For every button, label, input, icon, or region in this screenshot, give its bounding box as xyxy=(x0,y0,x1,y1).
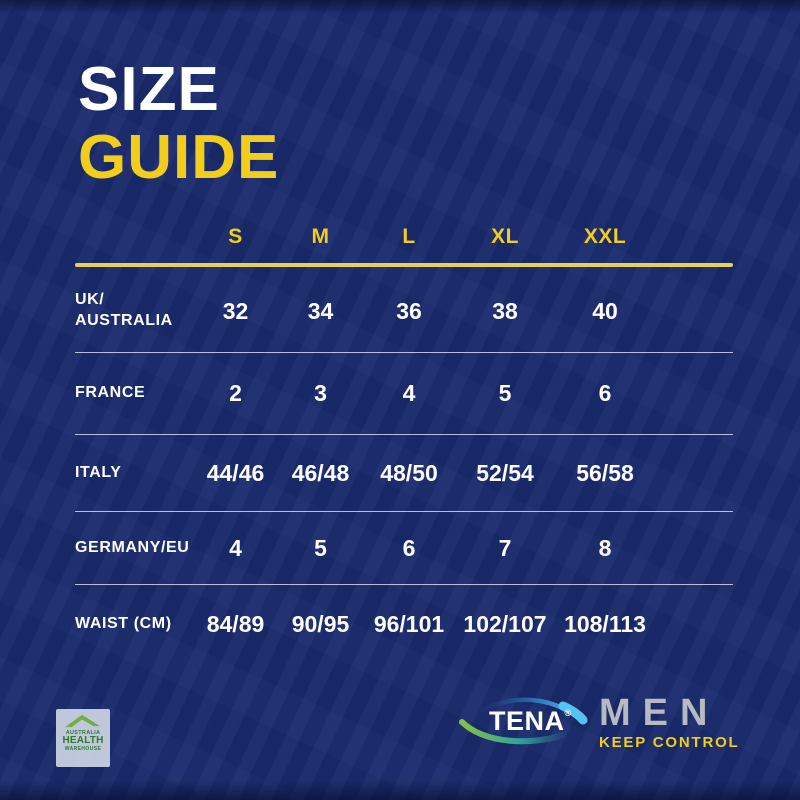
tena-swoosh-icon xyxy=(459,697,588,745)
table-cell: 108/113 xyxy=(564,610,646,637)
tena-men-lockup: MEN KEEP CONTROL xyxy=(599,692,740,751)
row-label: WAIST (CM) xyxy=(75,614,172,632)
header-divider-rule xyxy=(75,263,733,267)
table-row-waist-cm: WAIST (CM) 84/89 90/95 96/101 102/107 10… xyxy=(75,585,733,663)
table-row-italy: ITALY 44/46 46/48 48/50 52/54 56/58 xyxy=(75,435,733,512)
table-cell: 4 xyxy=(229,534,242,561)
table-cell: 8 xyxy=(598,534,612,561)
table-cell: 32 xyxy=(222,297,249,324)
registered-mark: ® xyxy=(564,708,572,718)
table-cell: 48/50 xyxy=(380,459,438,486)
retailer-line-1: AUSTRALIA xyxy=(65,730,101,736)
table-cell: 3 xyxy=(314,380,327,406)
retailer-line-2: HEALTH xyxy=(62,735,104,746)
table-cell: 5 xyxy=(314,534,327,561)
tena-wordmark: TENA® xyxy=(489,708,572,735)
page-title: SIZE GUIDE xyxy=(78,58,279,190)
retailer-line-3: WAREHOUSE xyxy=(64,746,102,752)
column-header-s: S xyxy=(228,225,243,248)
title-size: SIZE xyxy=(78,55,220,124)
table-cell: 7 xyxy=(498,534,512,561)
table-row-uk-australia: UK/ AUSTRALIA 32 34 36 38 40 xyxy=(75,270,733,353)
table-cell: 36 xyxy=(396,297,422,324)
row-label: UK/ AUSTRALIA xyxy=(75,291,173,329)
column-header-xxl: XXL xyxy=(583,225,627,248)
title-guide: GUIDE xyxy=(78,123,280,192)
table-cell: 90/95 xyxy=(291,610,350,637)
table-row-france: FRANCE 2 3 4 5 6 xyxy=(75,353,733,435)
keep-control-tagline: KEEP CONTROL xyxy=(599,734,740,751)
table-cell: 84/89 xyxy=(206,610,265,637)
table-cell: 44/46 xyxy=(206,459,265,486)
row-label: GERMANY/EU xyxy=(75,538,190,556)
table-cell: 40 xyxy=(592,297,618,324)
table-cell: 2 xyxy=(229,380,242,406)
table-cell: 56/58 xyxy=(576,459,634,486)
table-cell: 52/54 xyxy=(476,459,534,486)
men-wordmark: MEN xyxy=(599,692,720,734)
australia-health-warehouse-logo: AUSTRALIA HEALTH WAREHOUSE xyxy=(56,709,110,767)
table-cell: 4 xyxy=(402,380,416,406)
table-cell: 6 xyxy=(402,534,416,561)
row-label: ITALY xyxy=(75,463,122,481)
table-cell: 5 xyxy=(498,380,512,406)
table-cell: 102/107 xyxy=(463,610,547,637)
warehouse-roof-icon xyxy=(65,714,100,728)
table-cell: 46/48 xyxy=(291,459,350,486)
table-cell: 34 xyxy=(307,297,334,324)
column-header-l: L xyxy=(402,225,416,248)
table-cell: 38 xyxy=(492,297,518,324)
table-cell: 96/101 xyxy=(373,610,445,637)
column-header-m: M xyxy=(311,225,330,248)
column-header-xl: XL xyxy=(491,225,519,248)
tena-text: TENA xyxy=(489,706,565,736)
table-row-germany-eu: GERMANY/EU 4 5 6 7 8 xyxy=(75,512,733,585)
table-header-row: S M L XL XXL xyxy=(75,222,733,252)
row-label: FRANCE xyxy=(75,384,146,402)
table-cell: 6 xyxy=(598,380,612,406)
